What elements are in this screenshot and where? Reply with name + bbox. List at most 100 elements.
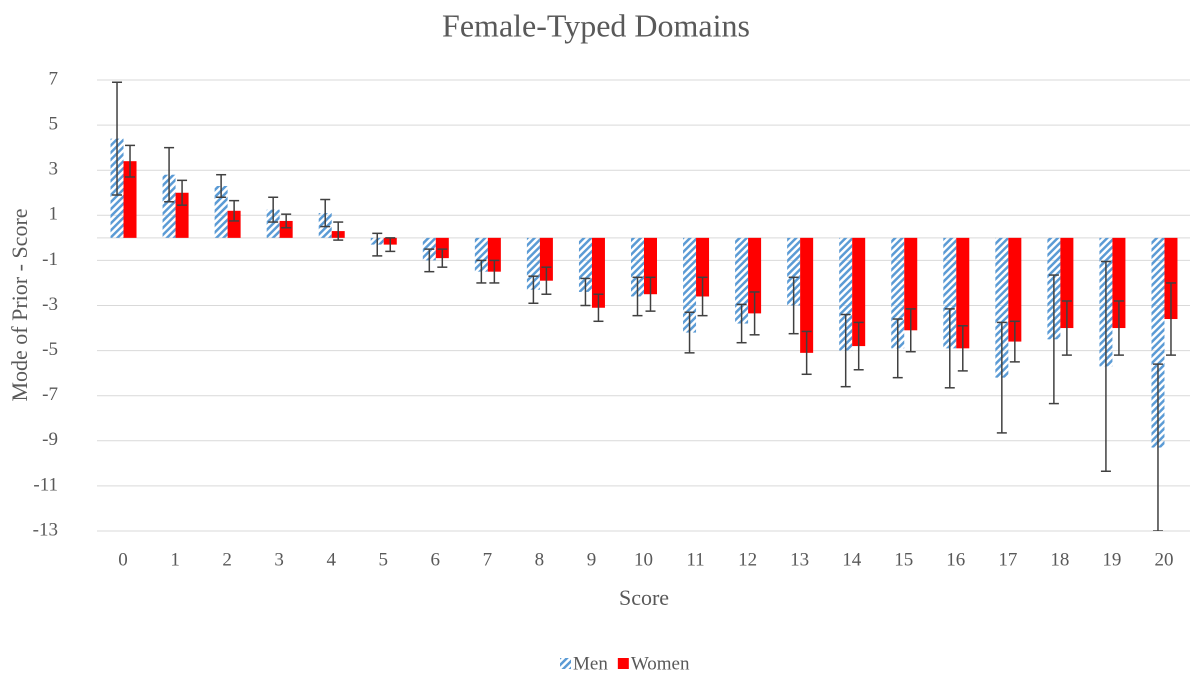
bar: [1112, 237, 1126, 329]
x-tick-label: 11: [686, 549, 704, 570]
grid: [97, 79, 1190, 532]
bar: [279, 220, 293, 238]
error-bar: [424, 248, 435, 273]
x-tick-label: 13: [790, 549, 809, 570]
error-bar: [1061, 300, 1072, 356]
error-bar: [112, 81, 123, 196]
bar: [474, 237, 488, 272]
bar: [435, 237, 449, 259]
x-tick-label: 1: [170, 549, 180, 570]
bar: [904, 237, 918, 331]
error-bar: [437, 248, 448, 268]
x-tick-label: 8: [535, 549, 545, 570]
y-tick-label: 7: [49, 68, 59, 89]
x-tick-label: 14: [842, 549, 862, 570]
y-tick-label: -1: [42, 249, 58, 270]
x-tick-label: 0: [118, 549, 128, 570]
bar: [943, 237, 957, 349]
y-tick-label: -5: [42, 339, 58, 360]
error-bar: [593, 293, 604, 323]
error-bar: [957, 325, 968, 372]
bar: [995, 237, 1009, 378]
bar: [487, 237, 501, 272]
error-bar: [645, 276, 656, 312]
x-tick-label: 20: [1154, 549, 1173, 570]
error-bar: [1100, 260, 1111, 472]
error-bar: [164, 146, 175, 203]
bar: [266, 209, 280, 238]
error-bar: [268, 196, 279, 223]
legend-swatch: [617, 658, 629, 669]
error-bar: [801, 330, 812, 376]
y-tick-label: -7: [42, 384, 58, 405]
error-bar: [372, 232, 383, 257]
bar: [1164, 237, 1178, 320]
error-bar: [489, 259, 500, 284]
error-bar: [996, 321, 1007, 434]
bar: [852, 237, 866, 347]
error-bar: [697, 276, 708, 317]
x-tick-label: 19: [1102, 549, 1121, 570]
bar: [644, 237, 657, 295]
x-axis-label: Score: [619, 585, 669, 610]
bar: [539, 237, 553, 281]
x-tick-label: 3: [274, 549, 284, 570]
error-bar: [684, 311, 695, 354]
error-bar: [1113, 300, 1124, 356]
bar: [1060, 237, 1074, 329]
bar: [683, 237, 697, 333]
y-tick-label: 1: [49, 204, 59, 225]
bar: [735, 237, 749, 324]
error-bar: [788, 276, 799, 335]
bar: [956, 237, 970, 349]
x-tick-label: 10: [634, 549, 653, 570]
error-bar: [320, 198, 331, 228]
x-tick-label: 4: [326, 549, 336, 570]
bar: [1008, 237, 1022, 342]
error-bar: [281, 213, 292, 229]
y-tick-label: -11: [33, 474, 58, 495]
error-bar: [125, 144, 136, 178]
legend-swatch: [560, 658, 571, 669]
error-bar: [580, 277, 591, 307]
error-bar: [944, 308, 955, 389]
bar: [891, 237, 905, 349]
error-bar: [892, 318, 903, 379]
plot-area: [110, 81, 1178, 531]
error-bar: [1152, 363, 1163, 531]
x-tick-label: 16: [946, 549, 965, 570]
legend-label: Men: [573, 653, 608, 674]
error-bar: [905, 308, 916, 353]
bar: [123, 161, 137, 238]
bar: [214, 185, 228, 238]
x-tick-label: 12: [738, 549, 757, 570]
legend-label: Women: [631, 653, 690, 674]
bar: [839, 237, 853, 351]
chart-title: Female-Typed Domains: [442, 7, 750, 43]
y-tick-label: 3: [49, 159, 59, 180]
error-bar: [528, 275, 539, 304]
error-bar: [385, 237, 396, 253]
x-tick-label: 5: [379, 549, 389, 570]
y-tick-label: -9: [42, 429, 58, 450]
bar: [748, 237, 762, 314]
bar: [227, 210, 241, 238]
bar: [1151, 237, 1165, 448]
error-bar: [229, 199, 240, 222]
error-bar: [476, 259, 487, 284]
bar: [162, 174, 176, 238]
error-bar: [1165, 282, 1176, 356]
error-bar: [736, 303, 747, 344]
error-bar: [177, 179, 188, 206]
x-tick-label: 17: [998, 549, 1017, 570]
y-tick-label: 5: [49, 113, 59, 134]
y-axis-label: Mode of Prior - Score: [7, 208, 32, 401]
error-bar: [1048, 274, 1059, 405]
x-tick-label: 15: [894, 549, 913, 570]
bar: [800, 237, 814, 353]
x-tick-label: 2: [222, 549, 232, 570]
bar: [591, 237, 605, 308]
error-bar: [216, 173, 227, 199]
error-bar: [1009, 320, 1020, 363]
bar: [175, 192, 189, 238]
